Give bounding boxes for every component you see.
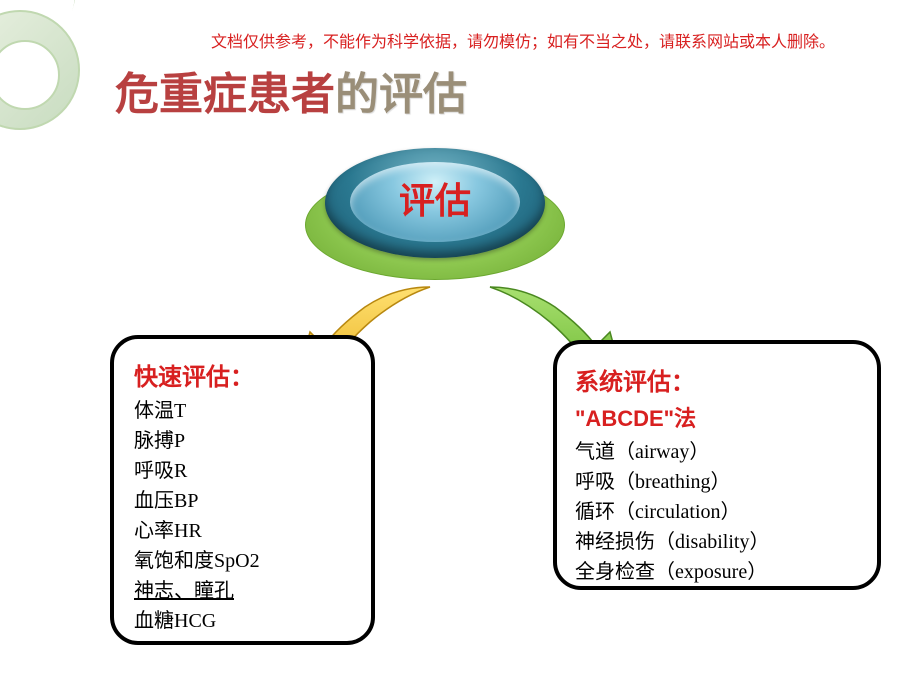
system-assessment-box: 系统评估： "ABCDE"法 气道（airway）呼吸（breathing）循环… <box>553 340 881 590</box>
quick-assessment-item: 血糖HCG <box>134 606 351 636</box>
center-button: 评估 <box>305 140 565 280</box>
title-part-3: 评估 <box>379 70 467 119</box>
title-part-2: 的 <box>335 70 379 119</box>
title-part-1: 危重症患者 <box>115 70 335 119</box>
quick-assessment-item: 体温T <box>134 396 351 426</box>
system-assessment-title: 系统评估： <box>575 362 859 397</box>
quick-assessment-item: 心率HR <box>134 516 351 546</box>
corner-decoration <box>0 0 100 160</box>
quick-assessment-title: 快速评估： <box>134 357 351 392</box>
system-assessment-item: 气道（airway） <box>575 437 859 467</box>
system-assessment-subtitle: "ABCDE"法 <box>575 401 859 433</box>
system-assessment-item: 呼吸（breathing） <box>575 467 859 497</box>
quick-assessment-item: 神志、瞳孔 <box>134 576 351 606</box>
system-assessment-items: 气道（airway）呼吸（breathing）循环（circulation）神经… <box>575 437 859 587</box>
system-assessment-item: 全身检查（exposure） <box>575 557 859 587</box>
quick-assessment-item: 氧饱和度SpO2 <box>134 546 351 576</box>
system-assessment-item: 神经损伤（disability） <box>575 527 859 557</box>
quick-assessment-item: 脉搏P <box>134 426 351 456</box>
quick-assessment-items: 体温T脉搏P呼吸R血压BP心率HR氧饱和度SpO2神志、瞳孔血糖HCG <box>134 396 351 636</box>
quick-assessment-box: 快速评估： 体温T脉搏P呼吸R血压BP心率HR氧饱和度SpO2神志、瞳孔血糖HC… <box>110 335 375 645</box>
system-assessment-item: 循环（circulation） <box>575 497 859 527</box>
quick-assessment-item: 呼吸R <box>134 456 351 486</box>
page-title: 危重症患者的评估 <box>115 58 467 122</box>
center-button-label: 评估 <box>305 172 565 224</box>
disclaimer-text: 文档仅供参考，不能作为科学依据，请勿模仿；如有不当之处，请联系网站或本人删除。 <box>183 28 863 52</box>
quick-assessment-item: 血压BP <box>134 486 351 516</box>
